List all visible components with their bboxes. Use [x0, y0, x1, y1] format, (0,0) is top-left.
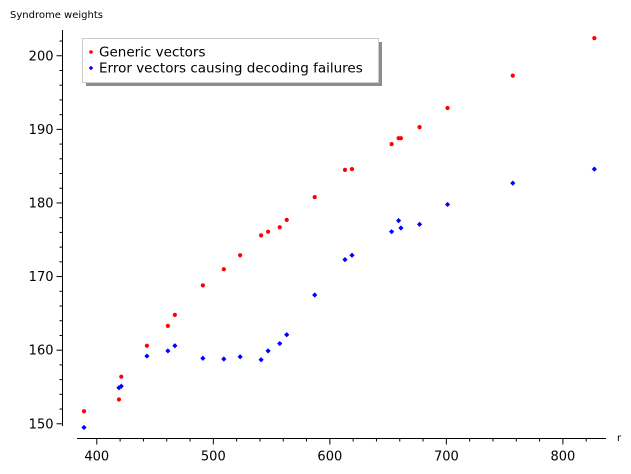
x-tick-label: 800	[550, 450, 575, 465]
series-0-point	[342, 167, 348, 172]
series-0-point	[200, 283, 205, 288]
y-axis-label: Syndrome weights	[10, 10, 103, 21]
series-1-point	[398, 225, 404, 231]
series-1-point	[200, 355, 206, 361]
series-1-point	[172, 343, 178, 349]
series-0-point	[144, 343, 150, 348]
y-tick-label: 200	[29, 49, 54, 64]
series-0-point	[81, 409, 87, 414]
series-0-point	[312, 194, 317, 200]
x-tick-label: 600	[317, 450, 342, 465]
series-1-point	[258, 357, 264, 363]
y-tick-label: 170	[29, 270, 54, 285]
series-1-point	[510, 180, 516, 186]
series-1-point	[444, 201, 451, 208]
legend-label-0: Generic vectors	[99, 45, 206, 61]
series-1-point	[81, 424, 87, 431]
series-1-point	[591, 166, 597, 172]
legend-marker-0	[89, 50, 93, 54]
x-axis-label: r	[617, 433, 622, 444]
series-0-point	[172, 312, 177, 317]
series-0-point	[398, 136, 404, 141]
series-0-point	[265, 229, 271, 234]
series-1-point	[265, 348, 271, 354]
series-0-point	[277, 225, 282, 230]
series-1-point	[237, 354, 243, 360]
series-0-point	[445, 105, 450, 111]
legend-box	[82, 38, 379, 83]
legend-marker-1	[88, 65, 94, 71]
series-0-point	[417, 125, 422, 130]
y-tick-label: 160	[29, 344, 54, 359]
y-tick-label: 180	[29, 196, 54, 211]
series-1-point	[284, 332, 290, 338]
series-1-point	[312, 292, 318, 298]
series-1-point	[144, 353, 150, 359]
data-points	[81, 35, 597, 431]
series-0-point	[116, 397, 122, 402]
x-tick-label: 400	[84, 450, 109, 465]
legend-label-1: Error vectors causing decoding failures	[99, 61, 363, 77]
series-0-point	[284, 217, 289, 222]
series-0-point	[349, 167, 355, 172]
series-0-point	[221, 267, 226, 272]
series-0-point	[510, 73, 515, 78]
series-1-point	[277, 340, 283, 347]
series-0-point	[119, 374, 124, 379]
series-1-point	[221, 356, 227, 362]
series-0-point	[259, 233, 264, 238]
ticks	[56, 40, 587, 445]
series-0-point	[592, 35, 597, 41]
series-1-point	[349, 252, 355, 258]
series-1-point	[389, 229, 395, 235]
series-0-point	[389, 141, 394, 147]
tick-labels: 400 500 600 700 800 150 160 170 180 190 200	[29, 49, 576, 464]
series-1-point	[395, 218, 402, 224]
y-tick-label: 150	[29, 417, 54, 432]
series-1-point	[416, 221, 423, 227]
axes	[62, 30, 606, 439]
series-0-point	[165, 323, 170, 328]
x-tick-label: 500	[201, 450, 226, 465]
y-tick-label: 190	[29, 123, 54, 138]
series-1-point	[118, 383, 124, 389]
series-0-point	[238, 253, 243, 258]
series-1-point	[165, 348, 171, 354]
x-tick-label: 700	[434, 450, 459, 465]
series-1-point	[342, 257, 348, 263]
